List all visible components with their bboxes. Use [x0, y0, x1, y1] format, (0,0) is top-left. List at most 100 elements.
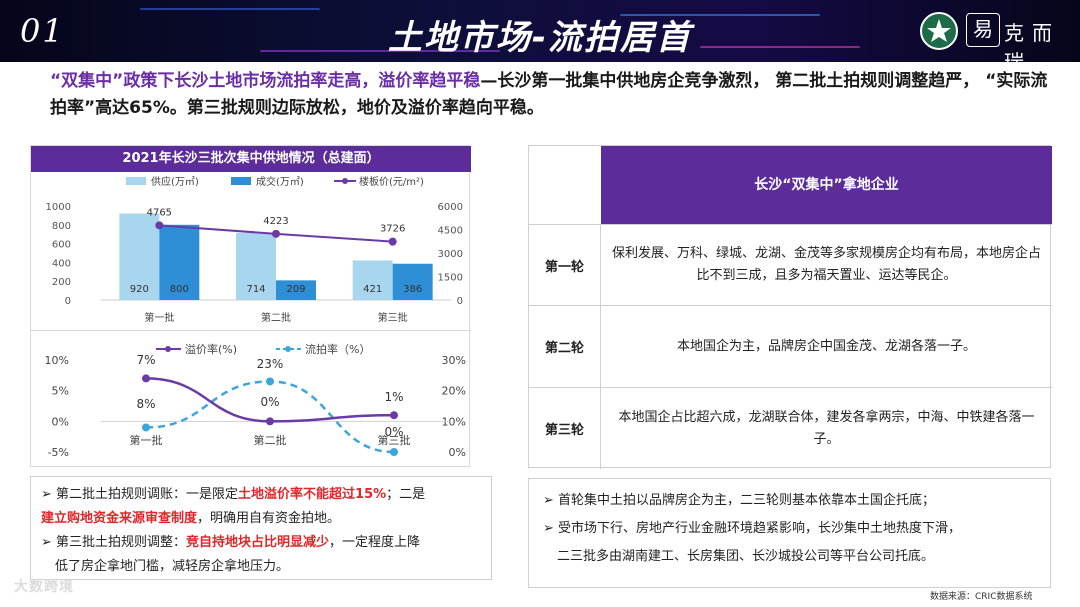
note-text: ，一定程度上降 — [329, 535, 421, 550]
header-banner: 01 土地市场-流拍居首 易 克而瑞 — [0, 0, 1080, 62]
row-label: 第三轮 — [529, 388, 601, 469]
unsold-rate-label: 23% — [257, 357, 284, 371]
note-right: ➢ 首轮集中土拍以品牌房企为主，二三轮则基本依靠本土国企托底； ➢ 受市场下行、… — [528, 478, 1051, 588]
cric-emblem-icon — [920, 12, 958, 50]
enterprise-table: 长沙“双集中”拿地企业 第一轮 保利发展、万科、绿城、龙湖、金茂等多家规模房企均… — [528, 145, 1052, 469]
floor-price-point — [388, 237, 397, 246]
unsold-rate-point — [266, 377, 274, 386]
floor-price-label: 4223 — [263, 216, 288, 227]
y-right-tick-label: 6000 — [438, 202, 463, 213]
chart-title: 2021年长沙三批次集中供地情况（总建面） — [31, 146, 471, 172]
bar-deal — [159, 224, 200, 300]
premium-rate-label: 7% — [136, 353, 155, 367]
y-right-tick-label: 1500 — [438, 273, 463, 284]
y-left-tick-label: -5% — [48, 446, 69, 459]
x-category-label: 第二批 — [261, 311, 291, 324]
x-category-label: 第三批 — [378, 433, 411, 447]
floor-price-point — [272, 229, 280, 238]
row-label: 第二轮 — [529, 306, 601, 387]
y-left-tick-label: 1000 — [46, 202, 71, 213]
row-text: 本地国企占比超六成，龙湖联合体，建发各拿两宗，中海、中铁建各落一子。 — [618, 409, 1035, 447]
charts-svg: 0 200 400 600 800 1000 0 1500 3000 4500 6000 供应(万㎡)… — [45, 175, 466, 459]
note-highlight: 土地溢价率不能超过15% — [238, 487, 387, 502]
row-text: 本地国企为主，品牌房企中国金茂、龙湖各落一子。 — [676, 338, 976, 354]
legend-label: 成交(万㎡) — [256, 175, 304, 188]
note-text: ➢ 第三批土拍规则调整： — [41, 535, 187, 550]
legend-marker — [285, 346, 291, 352]
y-right-tick-label: 0 — [457, 296, 463, 307]
unsold-rate-point — [142, 423, 150, 432]
legend-marker — [342, 178, 348, 184]
row-label: 第一轮 — [529, 225, 601, 305]
legend-marker — [165, 346, 171, 352]
unsold-rate-point — [390, 448, 398, 456]
x-category-label: 第三批 — [378, 311, 408, 324]
x-category-label: 第一批 — [144, 311, 174, 324]
note-right-line-3: 二三批多由湖南建工、长房集团、长沙城投公司等平台公司托底。 — [557, 549, 935, 564]
bar-value-label: 714 — [246, 284, 265, 295]
watermark: 大数跨境 — [14, 579, 74, 595]
unsold-rate-label: 0% — [384, 425, 403, 439]
floor-price-label: 3726 — [380, 224, 405, 235]
premium-rate-point — [390, 411, 398, 420]
note-left-line-1: ➢ 第二批土拍规则调账：一是限定土地溢价率不能超过15%；二是 — [41, 483, 481, 507]
premium-rate-point — [266, 417, 274, 426]
y-left-tick-label: 0 — [65, 296, 71, 307]
legend-label: 溢价率(%) — [185, 342, 237, 356]
bar-value-label: 800 — [170, 284, 189, 295]
logo-seal: 易 — [966, 13, 1000, 47]
headline-body: —长沙第一批集中供地房企竞争激烈， 第二批土拍规则调整趋严， “实际流拍率”高达… — [50, 71, 1048, 118]
bar-value-label: 209 — [286, 284, 305, 295]
note-text: ；二是 — [386, 487, 426, 502]
premium-rate-label: 1% — [384, 390, 403, 404]
y-left-tick-label: 600 — [52, 240, 71, 251]
legend-swatch — [126, 177, 146, 185]
bar-supply — [352, 260, 393, 300]
y-right-tick-label: 10% — [442, 415, 466, 428]
note-left-line-4: 低了房企拿地门槛，减轻房企拿地压力。 — [55, 559, 290, 574]
note-highlight: 建立购地资金来源审查制度 — [41, 511, 198, 526]
legend-swatch — [231, 177, 251, 185]
data-source: 数据来源：CRIC数据系统 — [930, 592, 1033, 602]
bar-supply — [119, 213, 160, 300]
note-left: ➢ 第二批土拍规则调账：一是限定土地溢价率不能超过15%；二是 建立购地资金来源… — [30, 476, 492, 580]
note-text: ➢ 第二批土拍规则调账：一是限定 — [41, 487, 239, 502]
y-left-tick-label: 10% — [45, 354, 69, 367]
table-row: 第二轮 本地国企为主，品牌房企中国金茂、龙湖各落一子。 — [529, 305, 1052, 387]
note-text: ，明确用自有资金拍地。 — [197, 511, 341, 526]
bar-supply — [236, 232, 276, 300]
table-row: 第一轮 保利发展、万科、绿城、龙湖、金茂等多家规模房企均有布局，本地房企占比不到… — [529, 224, 1052, 305]
floor-price-point — [155, 221, 164, 230]
headline-emphasis: “双集中”政策下长沙土地市场流拍率走高，溢价率趋平稳 — [50, 71, 481, 91]
unsold-rate-label: 8% — [136, 397, 155, 411]
note-left-line-3: ➢ 第三批土拍规则调整：竞自持地块占比明显减少，一定程度上降 — [41, 531, 481, 555]
y-right-tick-label: 0% — [449, 446, 466, 459]
chart-panel: 2021年长沙三批次集中供地情况（总建面） 0 200 400 600 800 1000 0… — [30, 145, 471, 467]
bar-value-label: 421 — [363, 284, 382, 295]
x-category-label: 第一批 — [130, 433, 163, 447]
y-left-tick-label: 400 — [52, 258, 71, 269]
floor-price-label: 4765 — [147, 207, 172, 218]
premium-rate-label: 0% — [260, 395, 279, 409]
legend-label: 楼板价(元/m²) — [359, 175, 424, 188]
slide-number: 01 — [20, 12, 65, 50]
legend-label: 流拍率（%） — [305, 342, 370, 356]
legend-label: 供应(万㎡) — [151, 175, 199, 188]
y-left-tick-label: 0% — [52, 415, 69, 428]
y-right-tick-label: 4500 — [438, 226, 463, 237]
logo-text: 克而瑞 — [1004, 21, 1060, 62]
note-right-line-2: ➢ 受市场下行、房地产行业金融环境趋紧影响，长沙集中土地热度下滑， — [543, 521, 962, 536]
x-category-label: 第二批 — [254, 433, 287, 447]
y-right-tick-label: 30% — [442, 354, 466, 367]
bar-deal — [392, 263, 433, 300]
bar-value-label: 920 — [130, 284, 149, 295]
row-text: 保利发展、万科、绿城、龙湖、金茂等多家规模房企均有布局，本地房企占比不到三成，且… — [611, 246, 1041, 283]
note-right-line-1: ➢ 首轮集中土拍以品牌房企为主，二三轮则基本依靠本土国企托底； — [543, 493, 936, 508]
y-left-tick-label: 5% — [52, 385, 69, 398]
note-highlight: 竞自持地块占比明显减少 — [186, 535, 330, 550]
bar-deal — [276, 280, 316, 300]
y-right-tick-label: 3000 — [438, 249, 463, 260]
y-right-tick-label: 20% — [442, 385, 466, 398]
note-left-line-2: 建立购地资金来源审查制度，明确用自有资金拍地。 — [41, 507, 481, 531]
y-left-tick-label: 200 — [52, 277, 71, 288]
